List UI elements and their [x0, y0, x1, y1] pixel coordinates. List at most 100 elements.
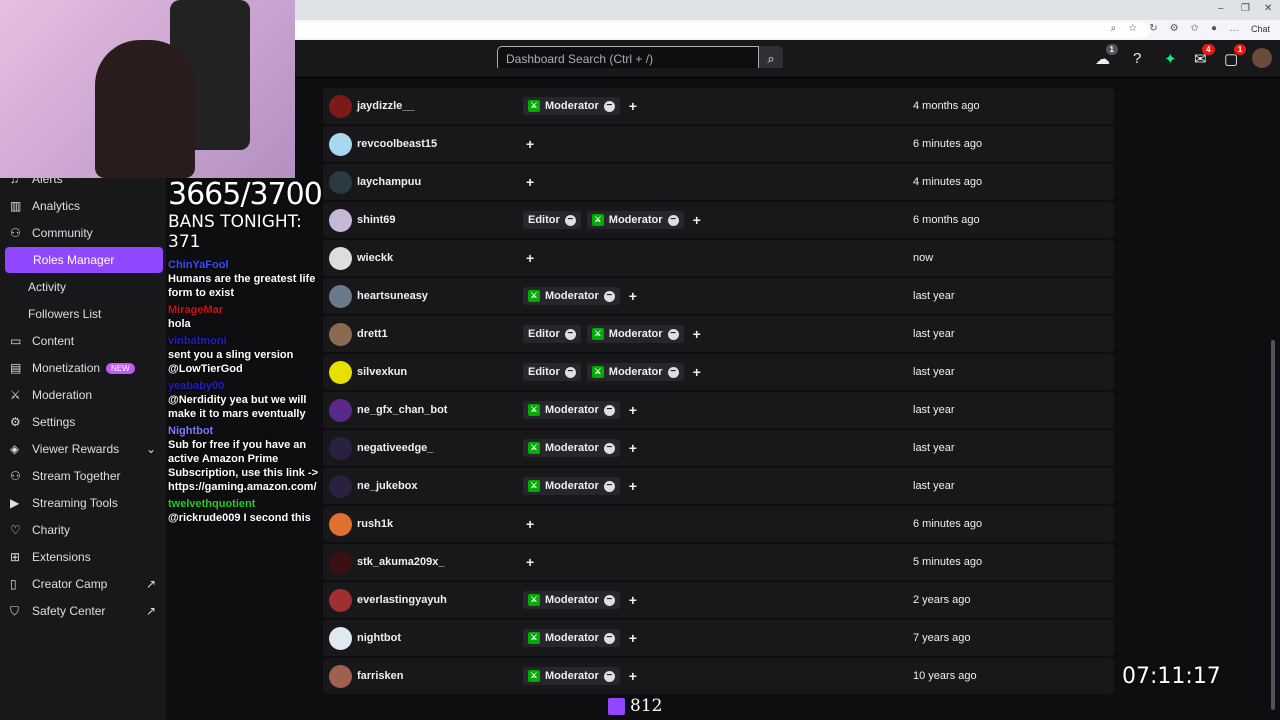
- external-link-icon[interactable]: ↗: [145, 604, 156, 618]
- username[interactable]: jaydizzle__: [357, 100, 415, 112]
- add-role-button[interactable]: +: [628, 402, 637, 418]
- sidebar-item-moderation[interactable]: ⚔ Moderation: [0, 382, 166, 408]
- avatar[interactable]: [329, 360, 352, 384]
- username[interactable]: ne_jukebox: [357, 480, 418, 492]
- external-link-icon[interactable]: ↗: [145, 577, 156, 591]
- favorite-icon[interactable]: ☆: [1128, 23, 1138, 34]
- sidebar-item-community[interactable]: ⚇ Community: [0, 220, 166, 246]
- username[interactable]: wieckk: [357, 252, 394, 264]
- avatar[interactable]: [329, 398, 352, 422]
- remove-role-button[interactable]: −: [603, 632, 615, 644]
- add-role-button[interactable]: +: [628, 98, 637, 114]
- add-role-button[interactable]: +: [628, 630, 637, 646]
- sidebar-item-activity[interactable]: Activity: [0, 274, 166, 300]
- inbox-icon[interactable]: ✉ 4: [1194, 44, 1215, 68]
- remove-role-button[interactable]: −: [603, 404, 615, 416]
- username[interactable]: silvexkun: [357, 366, 408, 378]
- sidebar-item-followers-list[interactable]: Followers List: [0, 301, 166, 327]
- help-icon[interactable]: ?: [1133, 50, 1142, 67]
- profile-icon[interactable]: ●: [1210, 23, 1217, 34]
- username[interactable]: negativeedge_: [357, 442, 434, 454]
- username[interactable]: heartsuneasy: [357, 290, 428, 302]
- username[interactable]: drett1: [357, 328, 388, 340]
- avatar[interactable]: [329, 474, 352, 498]
- avatar[interactable]: [329, 284, 352, 308]
- remove-role-button[interactable]: −: [564, 366, 576, 378]
- remove-role-button[interactable]: −: [603, 594, 615, 606]
- avatar[interactable]: [329, 626, 352, 650]
- add-role-button[interactable]: +: [692, 364, 701, 380]
- add-role-button[interactable]: +: [692, 212, 701, 228]
- remove-role-button[interactable]: −: [564, 214, 576, 226]
- add-role-button[interactable]: +: [692, 326, 701, 342]
- sidebar-item-charity[interactable]: ♡ Charity: [0, 517, 166, 543]
- sidebar-item-stream-together[interactable]: ⚇ Stream Together: [0, 463, 166, 489]
- remove-role-button[interactable]: −: [667, 214, 679, 226]
- username[interactable]: nightbot: [357, 632, 401, 644]
- avatar[interactable]: [329, 322, 352, 346]
- remove-role-button[interactable]: −: [667, 328, 679, 340]
- username[interactable]: revcoolbeast15: [357, 138, 438, 150]
- username[interactable]: everlastingyayuh: [357, 594, 447, 606]
- add-role-button[interactable]: +: [526, 136, 535, 152]
- sparkle-icon[interactable]: ✦: [1164, 51, 1177, 68]
- remove-role-button[interactable]: −: [603, 290, 615, 302]
- copilot-chat-button[interactable]: Chat: [1250, 23, 1270, 34]
- username[interactable]: laychampuu: [357, 176, 422, 188]
- scrollbar[interactable]: [1271, 340, 1275, 710]
- avatar[interactable]: [329, 664, 352, 688]
- chat-username[interactable]: MirageMar: [168, 304, 224, 316]
- add-role-button[interactable]: +: [628, 478, 637, 494]
- avatar[interactable]: [329, 170, 352, 194]
- more-icon[interactable]: …: [1228, 23, 1239, 34]
- username[interactable]: stk_akuma209x_: [357, 556, 445, 568]
- add-role-button[interactable]: +: [526, 554, 535, 570]
- chat-username[interactable]: twelvethquotient: [168, 498, 256, 510]
- drops-icon[interactable]: ☁ 1: [1095, 44, 1118, 68]
- username[interactable]: shint69: [357, 214, 396, 226]
- avatar[interactable]: [329, 512, 352, 536]
- zoom-icon[interactable]: ⌕: [1110, 23, 1117, 34]
- add-role-button[interactable]: +: [628, 288, 637, 304]
- add-role-button[interactable]: +: [526, 250, 535, 266]
- chevron-down-icon[interactable]: ⌄: [145, 442, 156, 456]
- remove-role-button[interactable]: −: [564, 328, 576, 340]
- chat-username[interactable]: ChinYaFool: [168, 259, 229, 271]
- username[interactable]: ne_gfx_chan_bot: [357, 404, 448, 416]
- chat-username[interactable]: yeababy00: [168, 380, 225, 392]
- extensions-icon[interactable]: ⚙: [1169, 23, 1179, 34]
- favorites-icon[interactable]: ✩: [1190, 23, 1199, 34]
- chat-username[interactable]: Nightbot: [168, 425, 214, 437]
- add-role-button[interactable]: +: [526, 174, 535, 190]
- sidebar-item-creator-camp[interactable]: ▯ Creator Camp ↗: [0, 571, 166, 597]
- username[interactable]: farrisken: [357, 670, 404, 682]
- remove-role-button[interactable]: −: [603, 670, 615, 682]
- remove-role-button[interactable]: −: [603, 100, 615, 112]
- avatar[interactable]: [329, 94, 352, 118]
- sidebar-item-safety-center[interactable]: ⛉ Safety Center ↗: [0, 598, 166, 624]
- maximize-button[interactable]: ❐: [1241, 3, 1250, 14]
- remove-role-button[interactable]: −: [667, 366, 679, 378]
- sidebar-item-monetization[interactable]: ▤ Monetization NEW: [0, 355, 166, 381]
- avatar[interactable]: [329, 550, 352, 574]
- remove-role-button[interactable]: −: [603, 480, 615, 492]
- avatar[interactable]: [329, 246, 352, 270]
- username[interactable]: rush1k: [357, 518, 394, 530]
- whispers-icon[interactable]: ▢ 1: [1224, 44, 1247, 68]
- sidebar-item-settings[interactable]: ⚙ Settings: [0, 409, 166, 435]
- sidebar-item-content[interactable]: ▭ Content: [0, 328, 166, 354]
- sidebar-item-viewer-rewards[interactable]: ◈ Viewer Rewards ⌄: [0, 436, 166, 462]
- minimize-button[interactable]: –: [1218, 3, 1224, 14]
- avatar[interactable]: [329, 436, 352, 460]
- sidebar-item-analytics[interactable]: ▥ Analytics: [0, 193, 166, 219]
- close-window-button[interactable]: ✕: [1264, 3, 1273, 14]
- address-bar[interactable]: [290, 22, 1150, 38]
- add-role-button[interactable]: +: [628, 440, 637, 456]
- sidebar-item-extensions[interactable]: ⊞ Extensions: [0, 544, 166, 570]
- avatar[interactable]: [329, 208, 352, 232]
- sidebar-item-streaming-tools[interactable]: ▶ Streaming Tools: [0, 490, 166, 516]
- avatar[interactable]: [329, 588, 352, 612]
- dashboard-search-input[interactable]: Dashboard Search (Ctrl + /): [497, 46, 759, 71]
- add-role-button[interactable]: +: [526, 516, 535, 532]
- refresh-icon[interactable]: ↻: [1149, 23, 1158, 34]
